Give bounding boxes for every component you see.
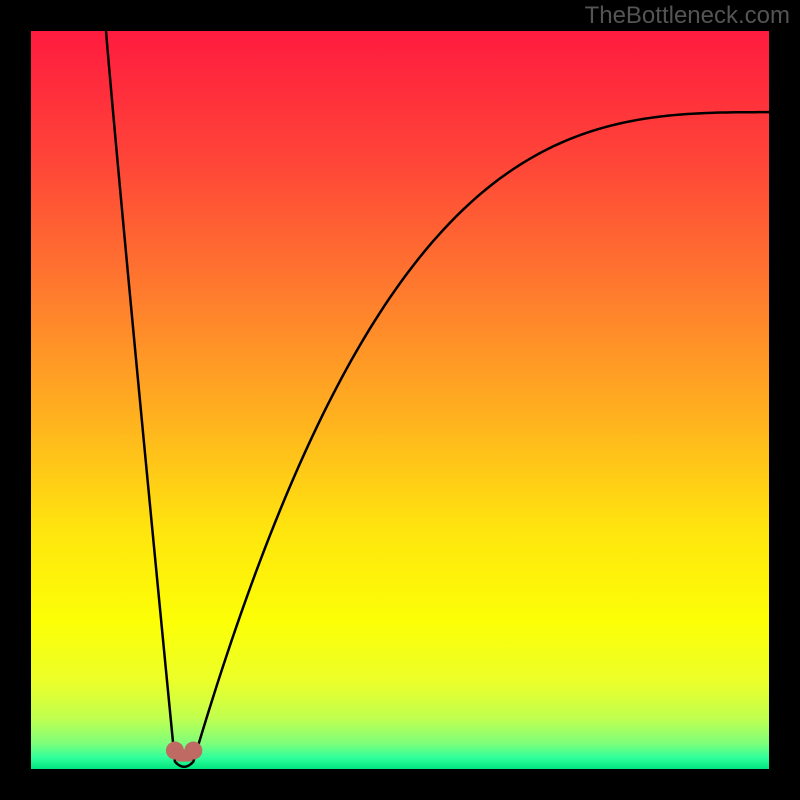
valley-marker-0 — [166, 742, 184, 760]
bottleneck-chart — [0, 0, 800, 800]
valley-marker-1 — [184, 742, 202, 760]
plot-heatmap-background — [31, 31, 769, 769]
chart-container: TheBottleneck.com — [0, 0, 800, 800]
